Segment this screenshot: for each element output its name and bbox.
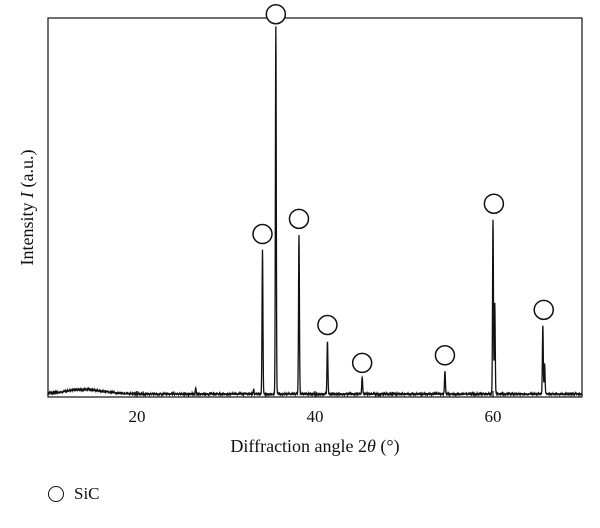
- sic-marker-circle: [533, 299, 554, 321]
- sic-marker-circle: [434, 345, 456, 366]
- sic-marker-circle: [483, 193, 505, 214]
- x-axis-title: Diffraction angle 2θ (°): [230, 436, 399, 457]
- circle-marker-icon: [48, 486, 64, 502]
- legend-label-sic: SiC: [74, 484, 100, 503]
- x-axis-ticks: 20 40 60: [129, 391, 502, 426]
- x-tick-label: 20: [129, 407, 146, 426]
- x-tick-label: 60: [485, 407, 502, 426]
- legend: SiC: [48, 484, 100, 504]
- sic-marker-circle: [351, 352, 373, 374]
- x-tick-label: 40: [307, 407, 324, 426]
- sic-marker-circle: [317, 314, 338, 336]
- diffraction-pattern-line: [47, 26, 583, 398]
- sic-marker-circle: [265, 3, 287, 25]
- sic-marker-circle: [252, 223, 273, 245]
- sic-peak-markers: [252, 3, 554, 374]
- y-axis-title: Intensity I (a.u.): [17, 150, 38, 266]
- sic-marker-circle: [288, 208, 310, 230]
